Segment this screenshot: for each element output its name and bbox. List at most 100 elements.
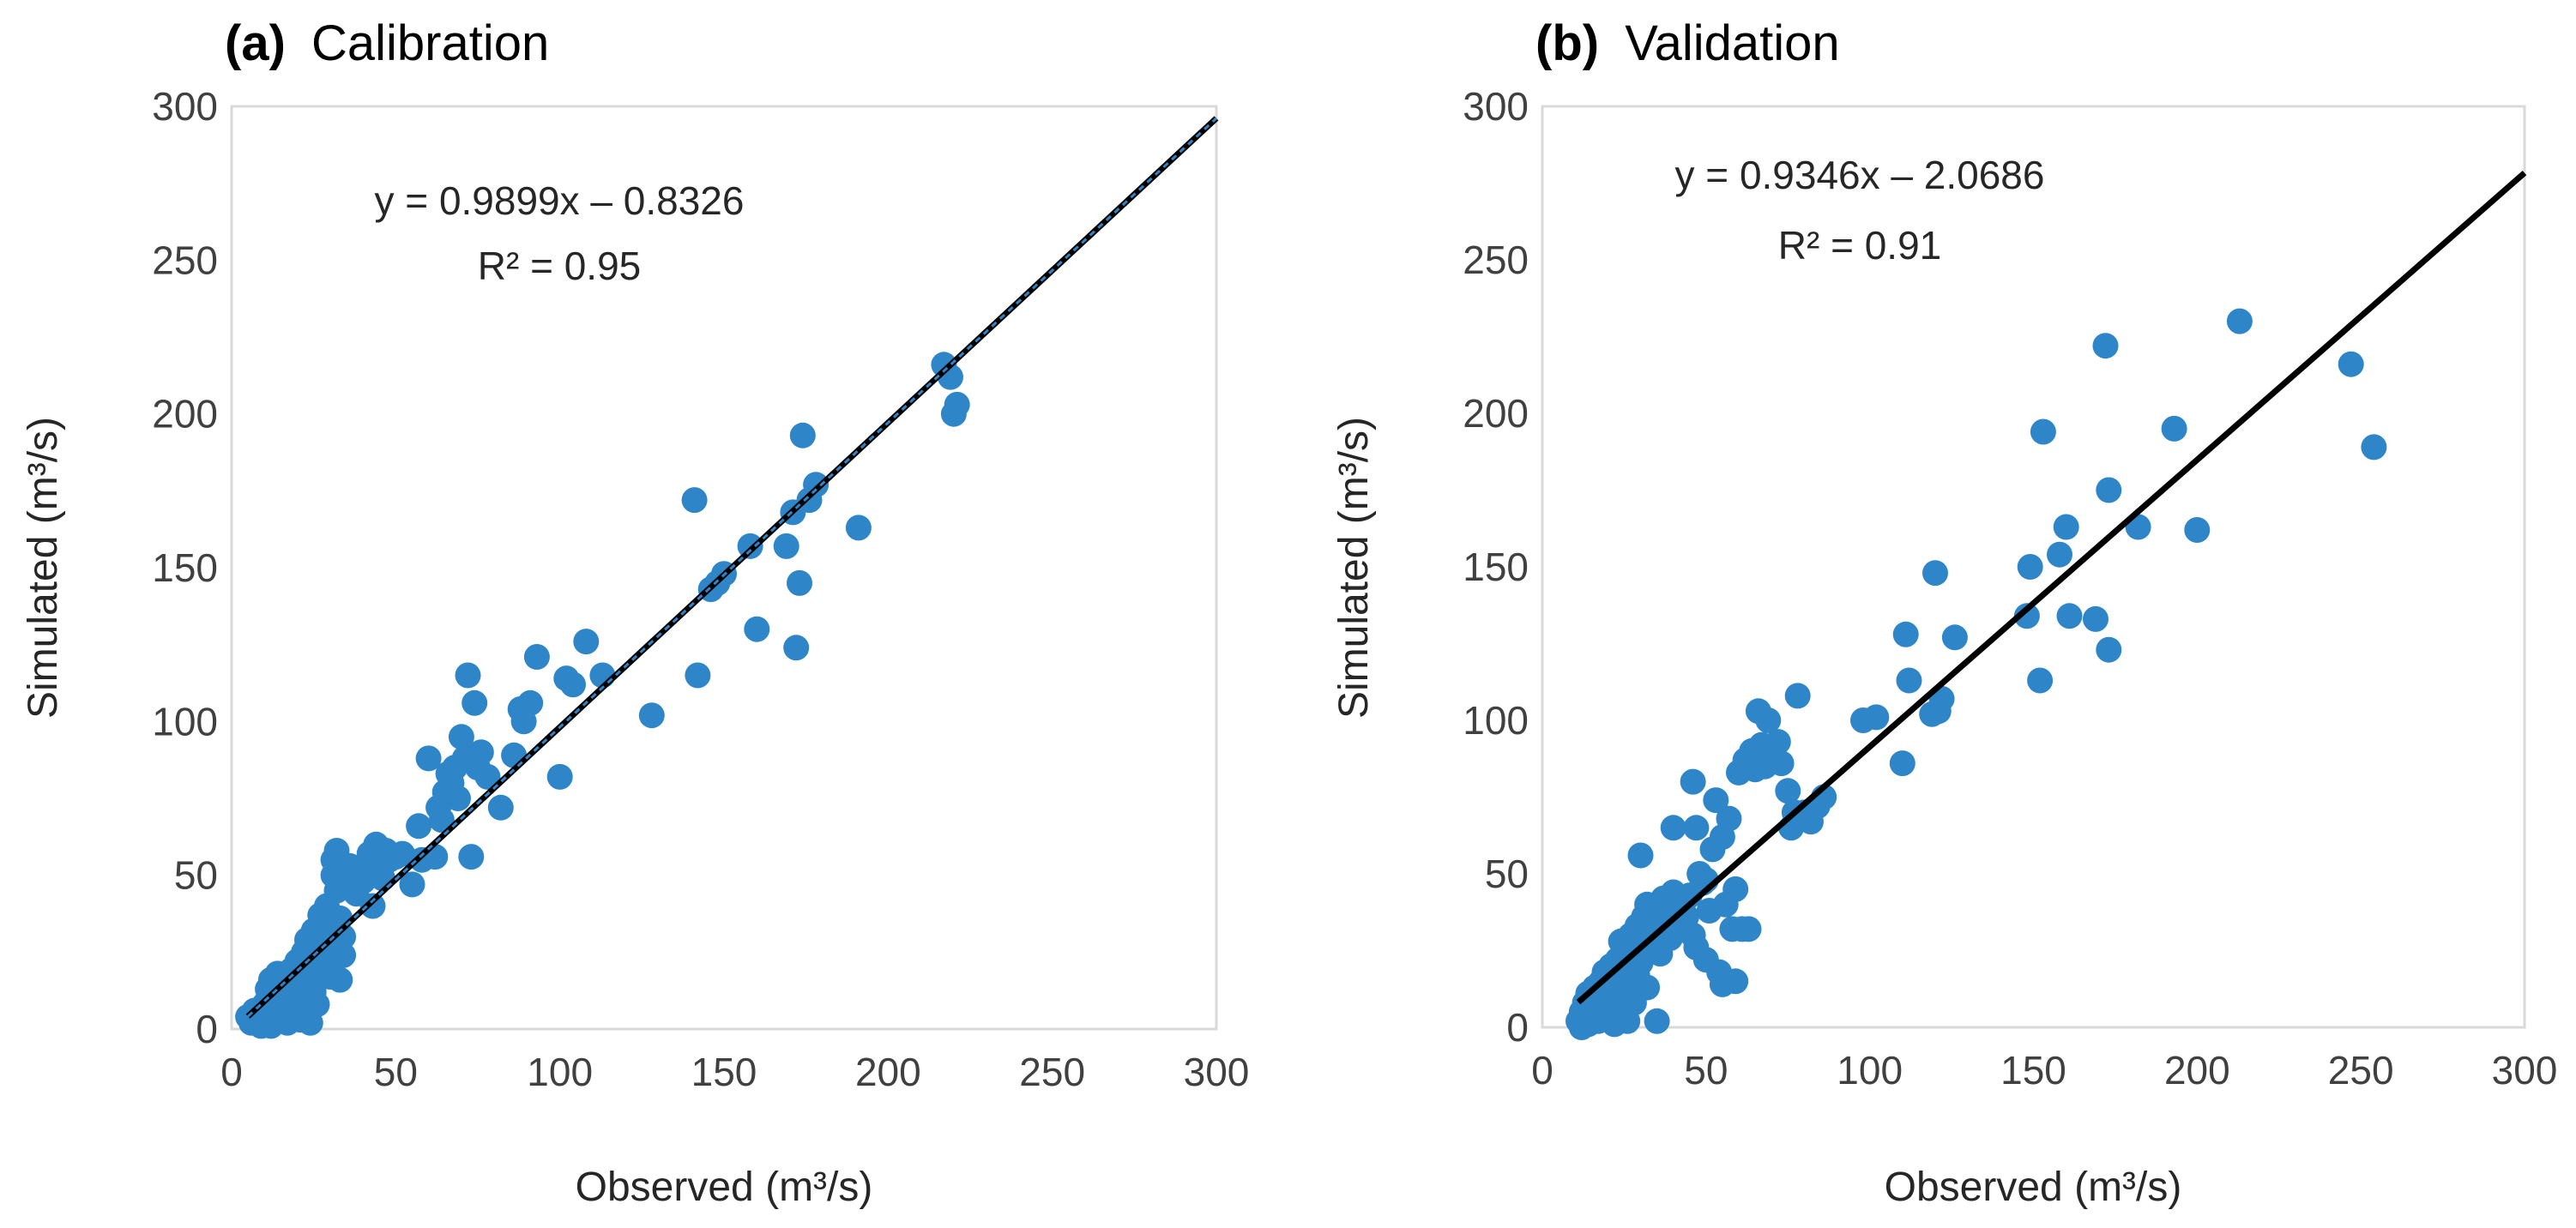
data-point — [327, 966, 353, 993]
panel-validation: (b) Validation 0 50 100 150 200 250 300 0 50 100… — [1331, 15, 2557, 1210]
y-tick-label: 50 — [1485, 852, 1529, 896]
data-point — [2096, 636, 2122, 663]
data-point — [487, 794, 514, 821]
data-point — [474, 763, 501, 790]
panel-calibration: (a) Calibration 0 50 100 150 200 250 300 0 50 10… — [21, 15, 1249, 1210]
data-point — [2047, 541, 2072, 568]
data-point — [2053, 514, 2079, 540]
data-point — [2056, 603, 2083, 629]
y-tick-label: 200 — [152, 392, 218, 436]
trendline-dots — [247, 117, 1218, 1018]
trendline — [1576, 170, 2527, 1005]
x-tick-labels: 0 50 100 150 200 250 300 — [220, 1050, 1249, 1094]
data-point — [2161, 415, 2187, 442]
data-point — [1941, 624, 1968, 651]
trendline-line — [1576, 170, 2527, 1005]
x-tick-label: 0 — [1531, 1048, 1553, 1093]
data-point — [359, 893, 386, 919]
data-point — [2083, 605, 2108, 632]
data-point — [517, 689, 544, 716]
panel-name: Calibration — [311, 15, 549, 71]
data-point — [445, 786, 471, 811]
data-point — [2184, 517, 2211, 543]
data-point — [573, 629, 600, 655]
x-tick-label: 200 — [855, 1050, 921, 1094]
data-point — [415, 745, 442, 772]
data-point — [2338, 351, 2364, 377]
data-point — [1680, 768, 1706, 795]
data-point — [685, 662, 711, 689]
data-point — [399, 871, 425, 898]
data-point — [1722, 968, 1749, 995]
y-tick-label: 250 — [1463, 238, 1529, 282]
y-tick-labels: 0 50 100 150 200 250 300 — [1463, 84, 1529, 1050]
data-point — [560, 671, 586, 698]
y-tick-label: 150 — [152, 545, 218, 590]
data-point — [1716, 805, 1742, 832]
x-tick-label: 250 — [2328, 1048, 2394, 1093]
y-tick-label: 50 — [174, 853, 218, 898]
data-point — [1863, 704, 1890, 731]
x-tick-label: 100 — [527, 1050, 593, 1094]
x-tick-labels: 0 50 100 150 200 250 300 — [1531, 1048, 2557, 1093]
data-point — [1784, 683, 1811, 709]
y-tick-label: 250 — [152, 238, 218, 282]
plot-area-border — [1541, 105, 2526, 1029]
data-point — [2017, 554, 2043, 580]
r-squared: R² = 0.95 — [478, 244, 642, 288]
y-axis-label: Simulated (m³/s) — [1331, 417, 1377, 719]
data-point — [304, 991, 330, 1018]
data-point — [546, 763, 573, 790]
data-point — [2361, 434, 2387, 460]
data-point — [1735, 916, 1762, 942]
data-point — [787, 569, 812, 596]
r-squared: R² = 0.91 — [1778, 223, 1942, 268]
panel-name: Validation — [1625, 15, 1839, 71]
data-point — [468, 739, 494, 766]
x-axis-label: Observed (m³/s) — [576, 1165, 873, 1210]
y-tick-label: 100 — [152, 699, 218, 743]
x-tick-label: 200 — [2164, 1048, 2230, 1093]
x-tick-label: 250 — [1019, 1050, 1085, 1094]
data-point — [2013, 603, 2040, 629]
y-tick-label: 200 — [1463, 391, 1529, 436]
data-point — [638, 702, 665, 729]
data-point — [1722, 876, 1749, 902]
data-point — [1755, 707, 1782, 733]
y-tick-label: 300 — [152, 84, 218, 129]
data-point — [803, 472, 830, 498]
x-tick-label: 300 — [2492, 1048, 2558, 1093]
data-point — [681, 487, 708, 514]
x-tick-label: 50 — [374, 1050, 418, 1094]
data-point — [448, 724, 474, 750]
panel-title-validation: (b) Validation — [1535, 15, 1840, 71]
data-point — [845, 515, 872, 541]
data-point — [406, 813, 432, 840]
data-point — [744, 616, 770, 642]
data-point — [523, 644, 550, 670]
panel-label: (b) — [1535, 15, 1599, 71]
x-tick-label: 150 — [691, 1050, 757, 1094]
y-tick-label: 0 — [196, 1007, 218, 1051]
x-tick-label: 0 — [220, 1050, 243, 1094]
trendline — [245, 116, 1219, 1019]
data-point — [1896, 667, 1922, 694]
y-tick-label: 100 — [1463, 698, 1529, 743]
data-point — [1892, 621, 1919, 647]
regression-equation: y = 0.9899x – 0.8326 — [375, 178, 745, 223]
x-tick-label: 300 — [1184, 1050, 1250, 1094]
data-point — [1627, 842, 1654, 869]
data-point — [1768, 750, 1795, 777]
data-point — [1775, 778, 1801, 804]
data-point — [1765, 729, 1791, 755]
data-point — [1703, 787, 1729, 814]
data-point — [1889, 750, 1915, 777]
plot-area-border — [230, 105, 1218, 1031]
scatter-points — [1566, 308, 2387, 1040]
x-tick-label: 100 — [1837, 1048, 1903, 1093]
data-point — [1660, 815, 1686, 841]
data-point — [2096, 477, 2122, 503]
data-point — [789, 422, 816, 448]
x-axis-label: Observed (m³/s) — [1885, 1165, 2182, 1210]
